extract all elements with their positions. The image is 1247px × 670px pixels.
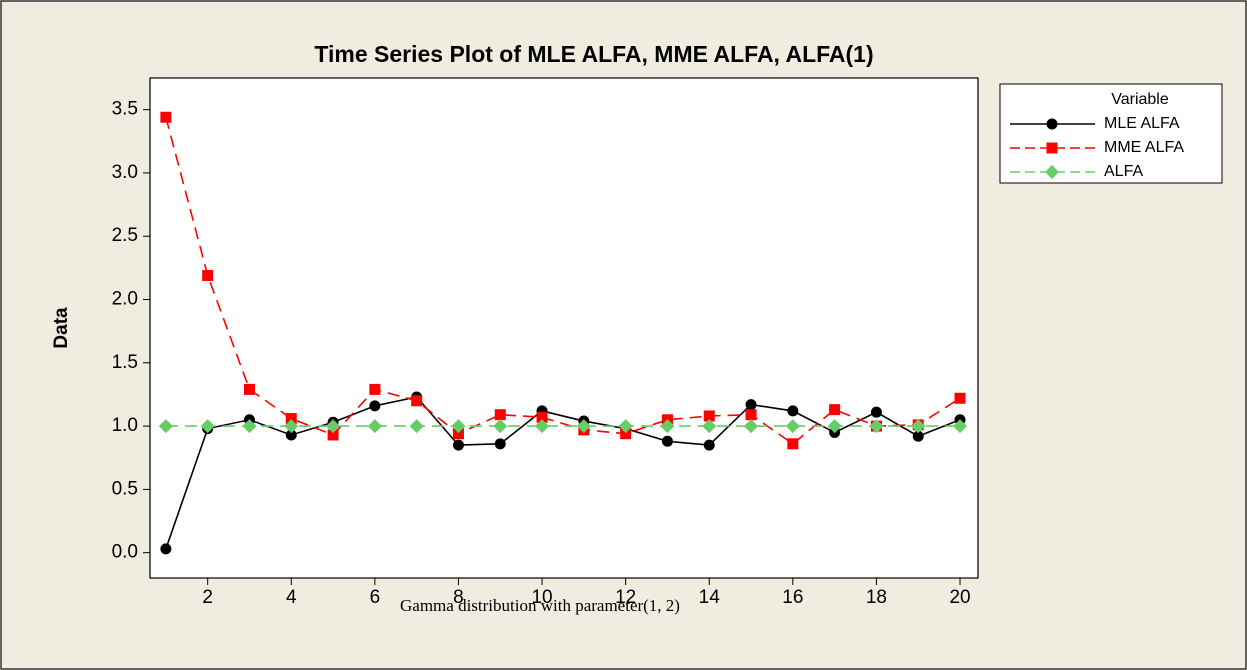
data-point [285,413,297,425]
data-point [326,419,341,434]
legend-label: MME ALFA [1104,139,1184,156]
legend-label: MLE ALFA [1104,115,1180,132]
x-tick-label: 18 [866,587,887,608]
series-line [165,117,961,445]
data-point [912,430,924,442]
data-point [829,404,841,416]
data-point [702,419,717,434]
x-tick-label: 6 [370,587,381,608]
data-point [367,419,382,434]
data-point [787,438,799,450]
data-point [200,419,215,434]
data-point [369,400,381,412]
data-point [787,405,799,417]
y-tick-label: 2.5 [112,225,138,246]
data-point [158,419,173,434]
legend-marker [1046,142,1058,154]
x-tick-label: 10 [531,587,552,608]
legend-marker [1046,118,1058,130]
y-tick-label: 1.5 [112,352,138,373]
x-tick-label: 8 [453,587,464,608]
x-axis-label: Gamma distribution with parameter(1, 2) [400,596,680,615]
plot-area [149,77,979,579]
data-point [160,543,172,555]
data-point [284,419,299,434]
legend-label: ALFA [1104,163,1143,180]
x-tick-label: 14 [699,587,721,608]
legend-box [999,83,1223,184]
data-point [411,395,423,407]
data-point [494,438,506,450]
data-point [744,419,759,434]
data-point [660,419,675,434]
data-point [870,406,882,418]
x-tick-label: 2 [202,587,213,608]
data-point [202,269,214,281]
data-point [954,392,966,404]
data-point [327,429,339,441]
data-point [703,439,715,451]
legend-marker [1045,165,1059,179]
data-point [869,419,884,434]
y-tick-label: 0.5 [112,478,138,499]
data-point [535,419,550,434]
y-axis-label: Data [51,307,72,349]
data-point [785,419,800,434]
data-point [409,419,424,434]
y-tick-label: 2.0 [112,289,138,310]
data-point [576,419,591,434]
x-tick-label: 12 [615,587,636,608]
x-tick-label: 4 [286,587,297,608]
data-point [451,419,466,434]
y-tick-label: 3.0 [112,162,138,183]
x-tick-label: 16 [782,587,803,608]
chart-title: Time Series Plot of MLE ALFA, MME ALFA, … [314,41,873,67]
x-tick-label: 20 [949,587,970,608]
series-line [165,396,961,550]
data-point [243,383,255,395]
data-point [745,409,757,421]
legend-title: Variable [1111,91,1169,108]
data-point [452,439,464,451]
y-tick-label: 1.0 [112,415,138,436]
data-point [160,111,172,123]
data-point [703,410,715,422]
data-point [911,419,926,434]
data-point [536,411,548,423]
data-point [827,419,842,434]
data-point [242,419,257,434]
data-point [494,409,506,421]
data-point [493,419,508,434]
data-point [745,399,757,411]
data-point [285,429,297,441]
data-point [620,428,632,440]
data-point [661,435,673,447]
data-point [369,383,381,395]
data-point [953,419,968,434]
data-point [618,419,633,434]
y-tick-label: 0.0 [112,542,138,563]
data-point [452,428,464,440]
y-tick-label: 3.5 [112,99,138,120]
